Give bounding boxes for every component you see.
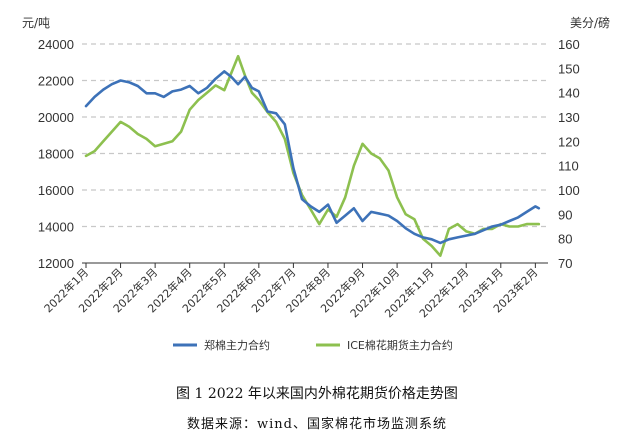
legend: 郑棉主力合约 ICE棉花期货主力合约 <box>173 338 453 352</box>
right-tick-label: 130 <box>558 110 580 125</box>
right-tick-label: 140 <box>558 86 580 101</box>
chart-canvas: 元/吨 美分/磅 12000 14000 16000 18000 20000 22000 2… <box>22 15 610 352</box>
left-axis-ticks: 12000 14000 16000 18000 20000 22000 24000 <box>38 37 74 271</box>
left-tick-label: 20000 <box>38 110 74 125</box>
left-tick-label: 12000 <box>38 256 74 271</box>
x-axis-ticks: 2022年1月2022年2月2022年3月2022年4月2022年5月2022年… <box>41 263 540 320</box>
series-line-ice <box>84 54 541 257</box>
series-layer <box>84 54 541 257</box>
right-tick-label: 80 <box>558 232 572 247</box>
left-axis-unit: 元/吨 <box>22 16 50 30</box>
right-tick-label: 90 <box>558 207 572 222</box>
right-axis-unit: 美分/磅 <box>570 15 610 30</box>
right-axis-ticks: 70 80 90 100 110 120 130 140 150 160 <box>558 37 580 271</box>
legend-label-ice: ICE棉花期货主力合约 <box>347 338 453 352</box>
left-tick-label: 24000 <box>38 37 74 52</box>
figure-caption: 图 1 2022 年以来国内外棉花期货价格走势图 <box>176 386 458 402</box>
left-tick-label: 16000 <box>38 183 74 198</box>
legend-label-zhengmian: 郑棉主力合约 <box>204 338 270 352</box>
left-tick-label: 18000 <box>38 147 74 162</box>
left-tick-label: 22000 <box>38 74 74 89</box>
right-tick-label: 120 <box>558 134 580 149</box>
right-tick-label: 70 <box>558 256 572 271</box>
left-tick-label: 14000 <box>38 220 74 235</box>
figure-source: 数据来源：wind、国家棉花市场监测系统 <box>187 417 447 432</box>
series-line-zhengmian <box>84 70 541 245</box>
right-tick-label: 150 <box>558 61 580 76</box>
gridlines <box>82 43 548 228</box>
right-tick-label: 160 <box>558 37 580 52</box>
right-tick-label: 110 <box>558 159 579 174</box>
right-tick-label: 100 <box>558 183 580 198</box>
